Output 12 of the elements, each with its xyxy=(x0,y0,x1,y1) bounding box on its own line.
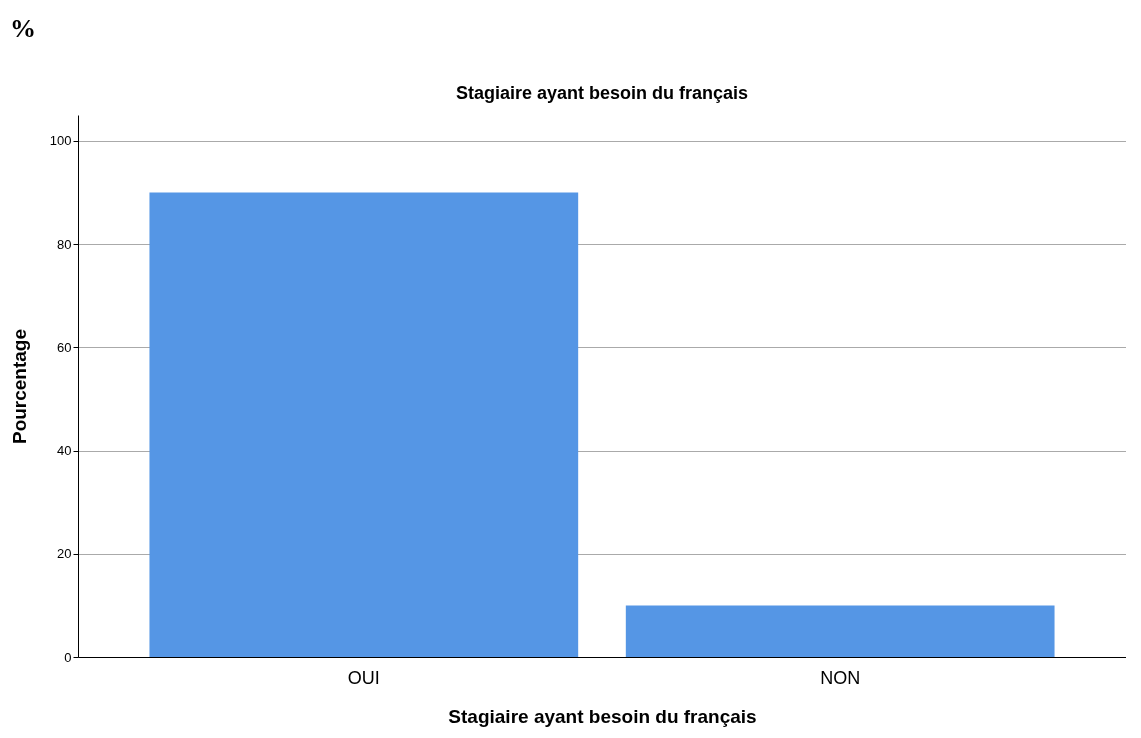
text: % xyxy=(10,14,36,44)
y-axis-title: Pourcentage xyxy=(8,328,30,445)
chart-title: Stagiaire ayant besoin du français xyxy=(455,83,749,103)
y-tick-label: 60 xyxy=(57,339,72,355)
x-axis-title: Stagiaire ayant besoin du français xyxy=(448,705,757,727)
x-tick-label: OUI xyxy=(347,667,380,688)
y-tick-label: 0 xyxy=(64,649,72,665)
y-tick-label: 80 xyxy=(57,236,72,252)
x-tick-label: NON xyxy=(820,667,861,688)
y-tick-label: 40 xyxy=(57,443,72,459)
y-tick-label: 20 xyxy=(57,546,72,562)
y-tick-label: 100 xyxy=(49,133,72,149)
